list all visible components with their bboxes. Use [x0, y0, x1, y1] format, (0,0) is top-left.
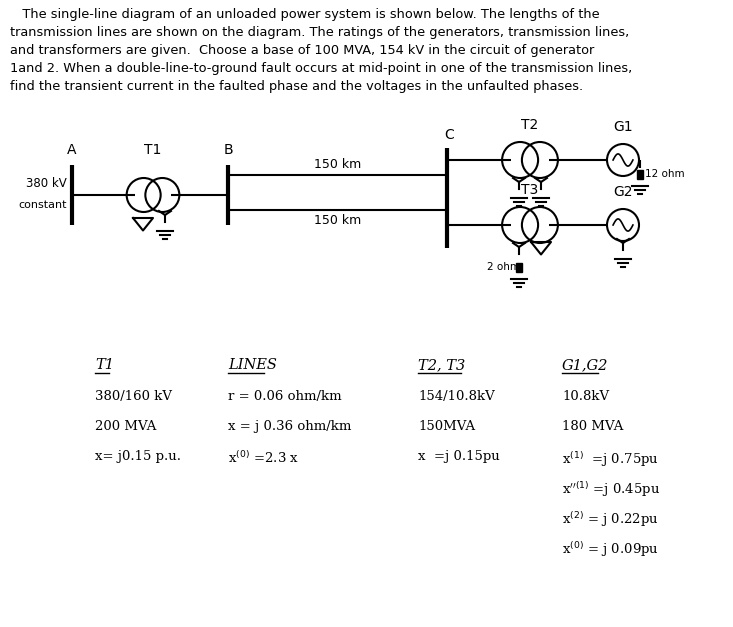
Text: T1: T1 — [144, 143, 162, 157]
Text: 1and 2. When a double-line-to-ground fault occurs at mid-point in one of the tra: 1and 2. When a double-line-to-ground fau… — [10, 62, 633, 75]
Text: x$^{(1)}$  =j 0.75pu: x$^{(1)}$ =j 0.75pu — [562, 450, 659, 469]
Text: x$^{(0)}$ =2.3 x: x$^{(0)}$ =2.3 x — [228, 450, 299, 466]
Text: T2, T3: T2, T3 — [418, 358, 465, 372]
Text: 380/160 kV: 380/160 kV — [95, 390, 172, 403]
Text: G2: G2 — [614, 185, 633, 199]
Text: x = j 0.36 ohm/km: x = j 0.36 ohm/km — [228, 420, 351, 433]
Text: 150MVA: 150MVA — [418, 420, 475, 433]
Text: 180 MVA: 180 MVA — [562, 420, 623, 433]
Text: 154/10.8kV: 154/10.8kV — [418, 390, 495, 403]
Text: G1: G1 — [614, 120, 633, 134]
Text: T1: T1 — [95, 358, 114, 372]
Text: G1,G2: G1,G2 — [562, 358, 608, 372]
Text: transmission lines are shown on the diagram. The ratings of the generators, tran: transmission lines are shown on the diag… — [10, 26, 629, 39]
Bar — [516, 263, 522, 271]
Text: B: B — [223, 143, 233, 157]
Text: x$''^{(1)}$ =j 0.45pu: x$''^{(1)}$ =j 0.45pu — [562, 480, 660, 499]
Text: The single-line diagram of an unloaded power system is shown below. The lengths : The single-line diagram of an unloaded p… — [10, 8, 600, 21]
Text: x  =j 0.15pu: x =j 0.15pu — [418, 450, 500, 463]
Text: constant: constant — [18, 200, 67, 210]
Text: x= j0.15 p.u.: x= j0.15 p.u. — [95, 450, 181, 463]
Text: and transformers are given.  Choose a base of 100 MVA, 154 kV in the circuit of : and transformers are given. Choose a bas… — [10, 44, 594, 57]
Bar — [637, 169, 643, 179]
Text: find the transient current in the faulted phase and the voltages in the unfaulte: find the transient current in the faulte… — [10, 80, 583, 93]
Text: 10.8kV: 10.8kV — [562, 390, 609, 403]
Text: 12 ohm: 12 ohm — [645, 169, 685, 179]
Text: 380 kV: 380 kV — [26, 177, 67, 190]
Text: 150 km: 150 km — [314, 214, 361, 227]
Text: LINES: LINES — [228, 358, 277, 372]
Text: A: A — [67, 143, 77, 157]
Text: C: C — [444, 128, 454, 142]
Text: T2: T2 — [521, 118, 539, 132]
Text: x$^{(2)}$ = j 0.22pu: x$^{(2)}$ = j 0.22pu — [562, 510, 658, 529]
Text: 150 km: 150 km — [314, 158, 361, 171]
Text: x$^{(0)}$ = j 0.09pu: x$^{(0)}$ = j 0.09pu — [562, 540, 659, 559]
Text: T3: T3 — [521, 183, 539, 197]
Text: 2 ohm: 2 ohm — [487, 262, 520, 272]
Text: r = 0.06 ohm/km: r = 0.06 ohm/km — [228, 390, 342, 403]
Text: 200 MVA: 200 MVA — [95, 420, 156, 433]
